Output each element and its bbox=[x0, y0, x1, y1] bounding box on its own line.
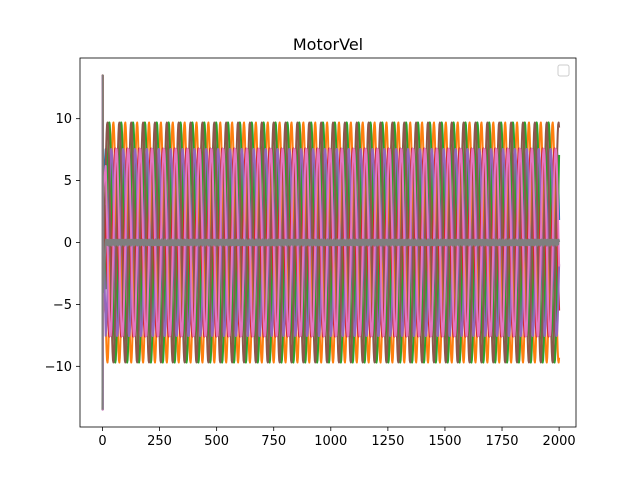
y-tick-label: −10 bbox=[45, 360, 72, 375]
x-tick-label: 0 bbox=[98, 434, 106, 449]
series-layer bbox=[101, 74, 561, 411]
series-line-6 bbox=[101, 74, 561, 410]
y-axis: −10 −5 0 5 10 bbox=[45, 112, 80, 375]
series-line-7 bbox=[101, 75, 561, 411]
x-tick-label: 750 bbox=[261, 434, 286, 449]
x-tick-label: 2000 bbox=[543, 434, 576, 449]
x-tick-label: 1250 bbox=[371, 434, 404, 449]
y-tick-label: −5 bbox=[53, 298, 72, 313]
series-line-4 bbox=[101, 74, 561, 410]
x-tick-label: 250 bbox=[147, 434, 172, 449]
chart-title: MotorVel bbox=[293, 35, 363, 54]
x-tick-label: 1750 bbox=[485, 434, 518, 449]
legend bbox=[557, 64, 570, 77]
y-tick-label: 5 bbox=[64, 174, 72, 189]
legend-box bbox=[557, 64, 570, 77]
y-tick-label: 10 bbox=[55, 112, 72, 127]
x-tick-label: 1000 bbox=[314, 434, 347, 449]
x-tick-label: 500 bbox=[204, 434, 229, 449]
series-line-8 bbox=[101, 74, 561, 410]
x-tick-label: 1500 bbox=[428, 434, 461, 449]
x-axis: 0 250 500 750 1000 1250 1500 1750 2000 bbox=[98, 427, 576, 449]
y-tick-label: 0 bbox=[64, 236, 72, 251]
